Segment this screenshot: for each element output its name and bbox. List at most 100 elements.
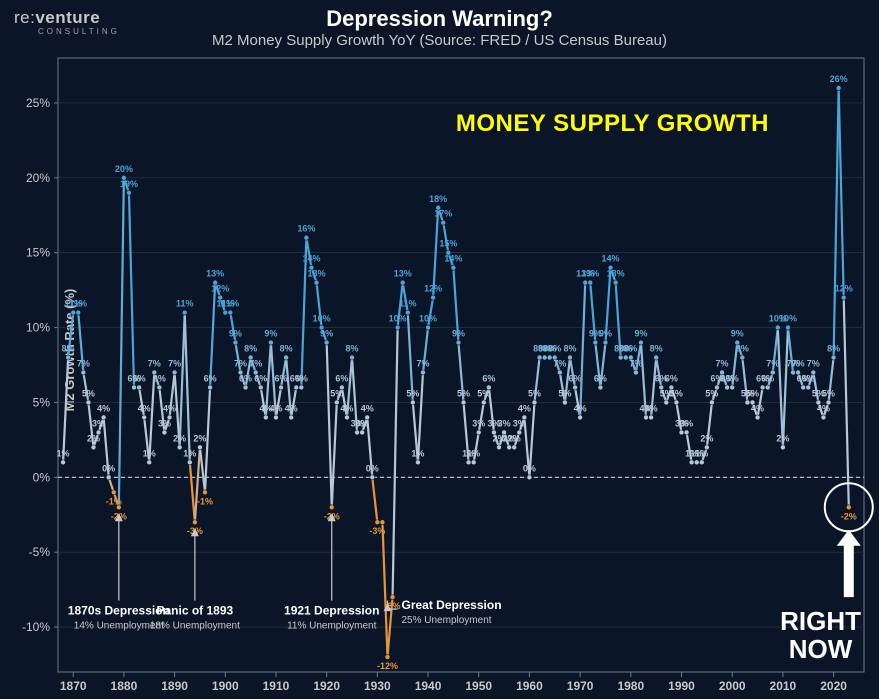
svg-text:18% Unemployment: 18% Unemployment xyxy=(150,621,240,632)
svg-text:18%: 18% xyxy=(429,194,447,204)
svg-text:8%: 8% xyxy=(624,344,637,354)
svg-text:9%: 9% xyxy=(320,329,333,339)
right-now-label: RIGHTNOW xyxy=(780,608,861,663)
svg-text:12%: 12% xyxy=(211,284,229,294)
svg-text:1%: 1% xyxy=(143,448,156,458)
svg-text:0%: 0% xyxy=(33,470,51,484)
svg-text:7%: 7% xyxy=(766,358,779,368)
svg-text:4%: 4% xyxy=(518,403,531,413)
svg-text:1950: 1950 xyxy=(465,679,492,693)
svg-text:1880: 1880 xyxy=(111,679,138,693)
svg-text:20%: 20% xyxy=(115,164,133,174)
svg-text:1920: 1920 xyxy=(313,679,340,693)
svg-text:17%: 17% xyxy=(434,209,452,219)
svg-text:2%: 2% xyxy=(776,433,789,443)
svg-text:7%: 7% xyxy=(416,358,429,368)
svg-text:7%: 7% xyxy=(807,358,820,368)
svg-text:1900: 1900 xyxy=(212,679,239,693)
svg-text:9%: 9% xyxy=(634,329,647,339)
svg-text:8%: 8% xyxy=(280,344,293,354)
svg-text:10%: 10% xyxy=(313,314,331,324)
money-supply-chart: -10%-5%0%5%10%15%20%25%18701880189019001… xyxy=(0,0,879,699)
svg-text:26%: 26% xyxy=(830,74,848,84)
svg-text:12%: 12% xyxy=(835,284,853,294)
svg-text:25% Unemployment: 25% Unemployment xyxy=(401,615,491,626)
svg-text:13%: 13% xyxy=(206,269,224,279)
svg-text:11%: 11% xyxy=(70,299,88,309)
svg-text:-1%: -1% xyxy=(197,496,213,506)
svg-text:1970: 1970 xyxy=(567,679,594,693)
svg-text:5%: 5% xyxy=(528,388,541,398)
svg-text:1870: 1870 xyxy=(60,679,87,693)
svg-text:Panic of 1893: Panic of 1893 xyxy=(157,604,234,618)
svg-text:4%: 4% xyxy=(751,403,764,413)
svg-text:7%: 7% xyxy=(168,358,181,368)
svg-text:4%: 4% xyxy=(285,403,298,413)
svg-text:1921 Depression: 1921 Depression xyxy=(284,604,379,618)
svg-text:7%: 7% xyxy=(792,358,805,368)
svg-text:19%: 19% xyxy=(120,179,138,189)
svg-text:4%: 4% xyxy=(645,403,658,413)
svg-text:5%: 5% xyxy=(33,395,51,409)
svg-text:14%: 14% xyxy=(444,254,462,264)
svg-text:14%: 14% xyxy=(302,254,320,264)
svg-text:1890: 1890 xyxy=(161,679,188,693)
svg-text:Great Depression: Great Depression xyxy=(401,598,501,612)
svg-text:11%: 11% xyxy=(222,299,240,309)
svg-text:13%: 13% xyxy=(394,269,412,279)
svg-text:8%: 8% xyxy=(827,344,840,354)
svg-text:5%: 5% xyxy=(822,388,835,398)
svg-text:2000: 2000 xyxy=(719,679,746,693)
svg-text:9%: 9% xyxy=(452,329,465,339)
svg-text:8%: 8% xyxy=(563,344,576,354)
svg-text:-12%: -12% xyxy=(377,661,398,671)
svg-text:11%: 11% xyxy=(176,299,194,309)
svg-text:13%: 13% xyxy=(581,269,599,279)
svg-text:1940: 1940 xyxy=(415,679,442,693)
svg-text:1960: 1960 xyxy=(516,679,543,693)
svg-text:-2%: -2% xyxy=(841,511,857,521)
svg-text:4%: 4% xyxy=(361,403,374,413)
svg-text:1910: 1910 xyxy=(263,679,290,693)
svg-text:1930: 1930 xyxy=(364,679,391,693)
svg-text:11%: 11% xyxy=(399,299,417,309)
svg-text:5%: 5% xyxy=(457,388,470,398)
svg-text:13%: 13% xyxy=(308,269,326,279)
svg-text:6%: 6% xyxy=(275,373,288,383)
svg-text:5%: 5% xyxy=(406,388,419,398)
svg-text:10%: 10% xyxy=(389,314,407,324)
svg-text:-5%: -5% xyxy=(29,545,51,559)
svg-text:1%: 1% xyxy=(411,448,424,458)
svg-text:0%: 0% xyxy=(102,463,115,473)
svg-text:12%: 12% xyxy=(424,284,442,294)
svg-text:6%: 6% xyxy=(482,373,495,383)
svg-text:7%: 7% xyxy=(716,358,729,368)
svg-text:9%: 9% xyxy=(599,329,612,339)
svg-text:2020: 2020 xyxy=(820,679,847,693)
svg-text:1980: 1980 xyxy=(617,679,644,693)
svg-text:8%: 8% xyxy=(548,344,561,354)
svg-text:1%: 1% xyxy=(467,448,480,458)
svg-text:6%: 6% xyxy=(153,373,166,383)
svg-text:10%: 10% xyxy=(26,321,50,335)
svg-text:9%: 9% xyxy=(229,329,242,339)
svg-text:6%: 6% xyxy=(335,373,348,383)
svg-text:20%: 20% xyxy=(26,171,50,185)
svg-text:-10%: -10% xyxy=(22,620,50,634)
svg-text:6%: 6% xyxy=(665,373,678,383)
svg-text:15%: 15% xyxy=(26,246,50,260)
svg-text:6%: 6% xyxy=(133,373,146,383)
svg-text:1870s Depression: 1870s Depression xyxy=(68,604,170,618)
svg-text:4%: 4% xyxy=(163,403,176,413)
svg-text:4%: 4% xyxy=(97,403,110,413)
svg-text:4%: 4% xyxy=(340,403,353,413)
svg-text:8%: 8% xyxy=(650,344,663,354)
svg-text:0%: 0% xyxy=(523,463,536,473)
svg-text:6%: 6% xyxy=(569,373,582,383)
svg-text:4%: 4% xyxy=(138,403,151,413)
svg-text:3%: 3% xyxy=(680,418,693,428)
svg-text:5%: 5% xyxy=(670,388,683,398)
svg-text:3%: 3% xyxy=(472,418,485,428)
svg-text:8%: 8% xyxy=(62,344,75,354)
svg-text:2%: 2% xyxy=(173,433,186,443)
